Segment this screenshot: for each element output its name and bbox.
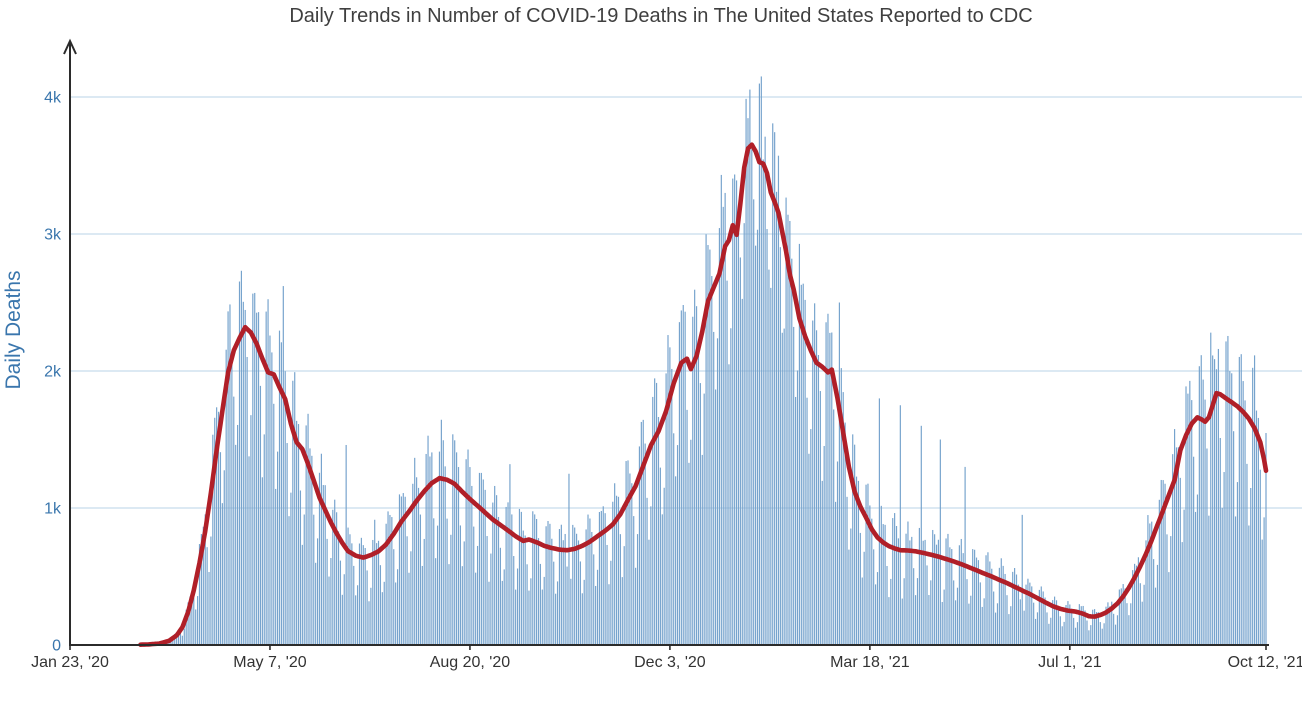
x-tick-label: Aug 20, '20 — [430, 654, 511, 671]
x-tick-label: May 7, '20 — [233, 654, 306, 671]
moving-average-line — [138, 142, 1269, 647]
x-tick-label: Jul 1, '21 — [1038, 654, 1102, 671]
chart-title: Daily Trends in Number of COVID-19 Death… — [289, 5, 1032, 27]
axes-layer — [63, 38, 1269, 650]
daily-deaths-bars-layer — [145, 76, 1267, 646]
x-tick-label: Jan 23, '20 — [31, 654, 109, 671]
y-axis-tick-labels: 0 1k 2k 3k 4k — [44, 90, 62, 655]
gridlines-layer — [70, 96, 1302, 509]
y-tick-label: 3k — [44, 227, 62, 244]
x-tick-label: Dec 3, '20 — [634, 654, 706, 671]
x-axis-tick-labels: Jan 23, '20 May 7, '20 Aug 20, '20 Dec 3, '… — [31, 654, 1302, 671]
y-tick-label: 2k — [44, 364, 62, 381]
x-tick-label: Oct 12, '21 — [1228, 654, 1302, 671]
x-tick-label: Mar 18, '21 — [830, 654, 910, 671]
y-tick-label: 0 — [52, 638, 61, 655]
y-axis-title: Daily Deaths — [2, 270, 25, 389]
y-tick-label: 1k — [44, 501, 62, 518]
y-tick-label: 4k — [44, 90, 62, 107]
